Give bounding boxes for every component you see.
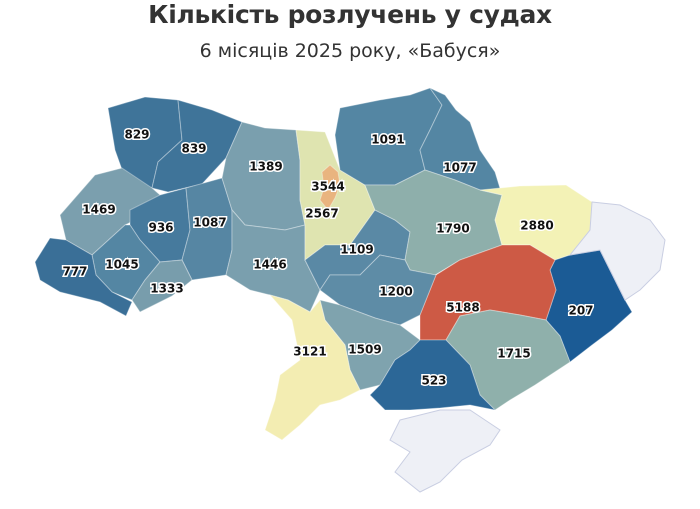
- region-value-label: 1389: [249, 160, 282, 174]
- region-6[interactable]: [34, 237, 133, 317]
- region-7[interactable]: [131, 259, 193, 313]
- region-value-label: 5188: [446, 301, 479, 315]
- region-value-label: 936: [148, 221, 173, 235]
- region-value-label: 3121: [293, 345, 326, 359]
- region-1[interactable]: [151, 99, 243, 193]
- region-value-label: 523: [421, 374, 446, 388]
- region-value-label: 1091: [371, 133, 404, 147]
- region-value-label: 1509: [348, 343, 381, 357]
- region-22[interactable]: [369, 339, 497, 411]
- region-value-label: 1200: [379, 285, 412, 299]
- region-value-label: 1109: [340, 243, 373, 257]
- region-value-label: 1045: [105, 258, 138, 272]
- region-value-label: 829: [124, 128, 149, 142]
- region-23[interactable]: [264, 294, 361, 441]
- region-18[interactable]: [419, 244, 557, 341]
- region-value-label: 2880: [520, 219, 553, 233]
- region-24[interactable]: [568, 201, 666, 301]
- map-title: Кількість розлучень у судах: [148, 0, 552, 29]
- region-15[interactable]: [364, 169, 503, 276]
- region-value-label: 1469: [82, 203, 115, 217]
- region-value-label: 1087: [193, 216, 226, 230]
- region-value-label: 3544: [311, 180, 344, 194]
- region-value-label: 1333: [150, 282, 183, 296]
- map-subtitle: 6 місяців 2025 року, «Бабуся»: [199, 40, 501, 62]
- region-value-label: 1446: [253, 258, 286, 272]
- region-value-label: 1077: [443, 161, 476, 175]
- region-11[interactable]: [319, 164, 341, 211]
- region-value-label: 1790: [436, 222, 469, 236]
- region-value-label: 1715: [497, 347, 530, 361]
- region-25[interactable]: [389, 409, 501, 493]
- region-value-label: 207: [568, 304, 593, 318]
- region-value-label: 839: [181, 142, 206, 156]
- region-value-label: 777: [62, 265, 87, 279]
- region-value-label: 2567: [305, 207, 338, 221]
